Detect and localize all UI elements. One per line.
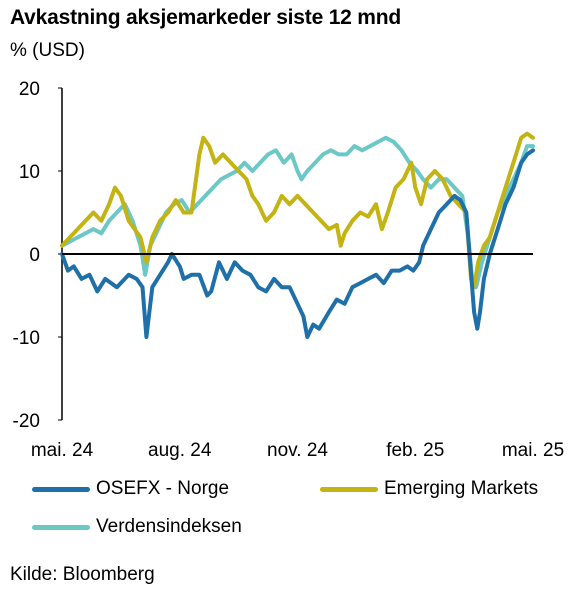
legend-item-verdensindeksen: Verdensindeksen — [32, 516, 242, 538]
y-tick-label: 10 — [19, 162, 40, 183]
legend-swatch-emerging-markets — [320, 486, 378, 492]
legend-label-verdensindeksen: Verdensindeksen — [96, 516, 242, 537]
x-tick-label: mai. 25 — [502, 440, 564, 461]
y-tick-label: 20 — [19, 79, 40, 100]
legend-swatch-verdensindeksen — [32, 524, 90, 530]
x-tick-label: nov. 24 — [267, 440, 328, 461]
legend-label-osefx: OSEFX - Norge — [96, 478, 230, 499]
x-tick-label: mai. 24 — [31, 440, 94, 461]
y-tick-label: -10 — [13, 328, 40, 349]
legend-item-osefx: OSEFX - Norge — [32, 478, 229, 500]
source-note: Kilde: Bloomberg — [10, 564, 155, 585]
line-chart: 20 10 0 -10 -20 mai. 24 aug. 24 nov. 24 feb. 25 m… — [13, 79, 565, 461]
series-line-emerging-markets — [60, 131, 535, 290]
chart-title: Avkastning aksjemarkeder siste 12 mnd — [10, 6, 402, 29]
y-tick-label: 0 — [29, 245, 40, 266]
series-line-osefx-norge — [60, 148, 535, 339]
legend-label-emerging-markets: Emerging Markets — [384, 478, 539, 499]
legend-item-emerging-markets: Emerging Markets — [320, 478, 538, 500]
plot-area: 20 10 0 -10 -20 mai. 24 aug. 24 nov. 24 feb. 25 m… — [13, 79, 565, 461]
legend-swatch-osefx — [32, 486, 90, 492]
series-line-verdensindeksen — [60, 135, 535, 290]
x-tick-label: feb. 25 — [386, 440, 444, 461]
y-axis-unit-label: % (USD) — [10, 40, 85, 61]
y-tick-label: -20 — [13, 411, 40, 432]
x-tick-label: aug. 24 — [148, 440, 212, 461]
